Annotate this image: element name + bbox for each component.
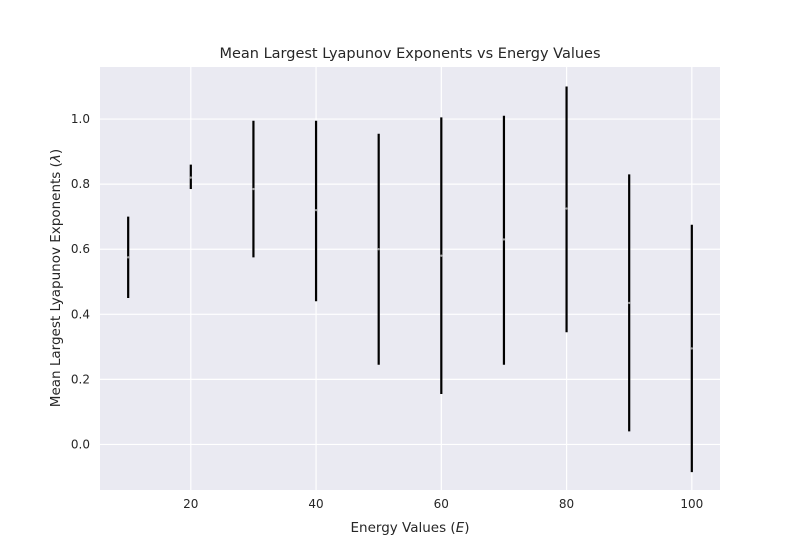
x-axis-label-suffix: ): [464, 520, 469, 536]
y-tick-label: 1.0: [71, 112, 90, 126]
y-tick-label: 0.4: [71, 307, 90, 321]
x-axis-label-prefix: Energy Values (: [350, 520, 455, 536]
plot-background: [100, 67, 720, 490]
x-axis-label: Energy Values (E): [350, 520, 469, 536]
mean-marker: [314, 208, 318, 212]
x-axis-label-symbol: E: [456, 520, 465, 536]
mean-marker: [627, 301, 631, 305]
mean-marker: [565, 207, 568, 210]
mean-marker: [252, 187, 255, 191]
mean-marker: [502, 238, 506, 241]
x-tick-label: 60: [434, 497, 449, 511]
error-bars: [126, 86, 694, 473]
mean-marker: [126, 256, 130, 259]
y-axis-label-suffix: ): [48, 149, 64, 154]
tick-labels: 20 40 60 80 100 0.0 0.2 0.4 0.6 0.8 1.0: [71, 112, 703, 511]
y-tick-label: 0.2: [71, 372, 90, 386]
x-tick-label: 20: [183, 497, 198, 511]
x-tick-label: 100: [680, 497, 703, 511]
y-tick-label: 0.0: [71, 437, 90, 451]
mean-marker: [440, 254, 443, 257]
y-tick-label: 0.8: [71, 177, 90, 191]
y-axis-label-prefix: Mean Largest Lyapunov Exponents (: [48, 162, 64, 407]
mean-marker: [189, 176, 193, 179]
mean-marker: [377, 248, 380, 251]
x-tick-label: 80: [559, 497, 574, 511]
y-tick-label: 0.6: [71, 242, 90, 256]
y-axis-label: Mean Largest Lyapunov Exponents (λ): [48, 149, 64, 407]
chart-title: Mean Largest Lyapunov Exponents vs Energ…: [219, 46, 600, 62]
y-axis-label-symbol: λ: [48, 154, 64, 163]
mean-marker: [690, 347, 694, 350]
x-tick-label: 40: [308, 497, 323, 511]
